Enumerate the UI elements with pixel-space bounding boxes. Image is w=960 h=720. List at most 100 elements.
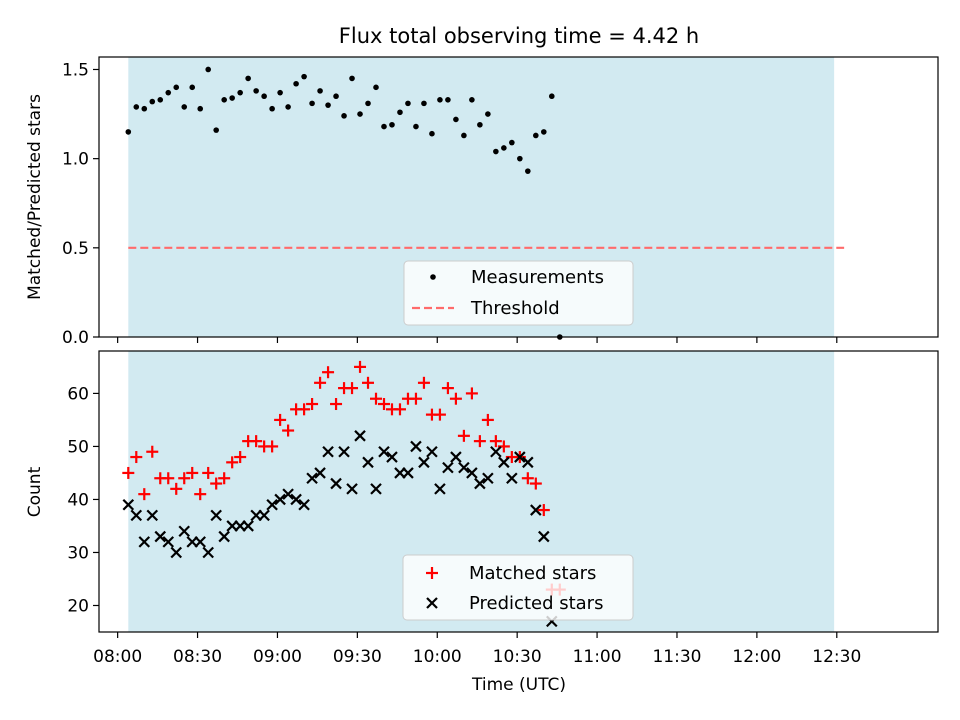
measurement-point xyxy=(205,66,212,73)
measurement-point xyxy=(405,100,411,107)
measurement-point xyxy=(141,105,148,112)
predicted-star-point xyxy=(298,498,310,511)
top-y-ticks: 0.0 0.5 1.0 1.5 xyxy=(62,60,99,348)
measurement-point xyxy=(541,129,547,135)
measurement-point xyxy=(413,123,419,130)
matched-star-point xyxy=(377,398,390,411)
x-tick-label: 11:00 xyxy=(573,647,622,667)
measurement-point xyxy=(197,105,204,112)
measurement-point xyxy=(517,155,523,162)
matched-star-point xyxy=(218,472,231,485)
matched-star-point xyxy=(393,403,406,416)
measurement-point xyxy=(333,93,339,100)
predicted-star-point xyxy=(218,530,230,543)
legend-predicted-marker xyxy=(426,597,438,609)
y-tick-label: 0.5 xyxy=(62,239,89,259)
predicted-star-point xyxy=(410,440,422,453)
matched-star-point xyxy=(473,435,486,448)
measurement-point xyxy=(341,113,347,119)
predicted-star-point xyxy=(258,509,270,522)
predicted-star-point xyxy=(370,483,382,495)
measurement-point xyxy=(397,109,403,116)
matched-star-point xyxy=(306,398,319,411)
top-panel: 0.0 0.5 1.0 1.5 Matched/Predicted stars Mea… xyxy=(25,56,939,348)
matched-star-point xyxy=(146,445,159,458)
measurement-point xyxy=(381,123,387,130)
predicted-star-point xyxy=(202,546,214,559)
y-tick-label: 40 xyxy=(67,490,89,510)
predicted-star-point xyxy=(506,472,518,485)
measurement-point xyxy=(269,105,275,112)
measurement-point xyxy=(357,111,363,117)
predicted-star-point xyxy=(194,536,206,548)
predicted-star-point xyxy=(290,493,302,506)
measurement-point xyxy=(317,88,323,94)
legend-measurements-label: Measurements xyxy=(471,267,604,288)
measurement-point xyxy=(301,73,307,80)
count-points xyxy=(122,360,566,628)
x-tick-label: 12:00 xyxy=(732,647,781,667)
legend-predicted-label: Predicted stars xyxy=(469,593,603,614)
measurement-point xyxy=(548,93,555,100)
predicted-star-point xyxy=(402,467,414,479)
matched-star-point xyxy=(449,392,462,405)
x-tick-label: 10:00 xyxy=(413,647,462,667)
x-tick-label: 11:30 xyxy=(652,647,701,667)
legend-measurements-marker xyxy=(430,274,436,280)
matched-star-point xyxy=(178,472,191,485)
measurement-point xyxy=(533,132,539,139)
measurement-point xyxy=(293,80,299,87)
measurement-point xyxy=(213,127,219,133)
top-axes-frame xyxy=(98,56,939,338)
measurement-point xyxy=(125,129,132,135)
matched-star-point xyxy=(330,398,343,411)
y-tick-label: 30 xyxy=(67,543,89,563)
y-tick-label: 1.5 xyxy=(62,60,89,80)
matched-star-point xyxy=(130,451,143,464)
predicted-star-point xyxy=(482,472,494,485)
bottom-panel: 20 30 40 50 60 08:00 08:30 09:00 09:30 10:00 10:3… xyxy=(25,350,939,695)
predicted-star-point xyxy=(146,509,159,522)
x-tick-label: 08:00 xyxy=(93,647,142,667)
matched-star-point xyxy=(354,360,367,373)
predicted-star-point xyxy=(122,498,135,511)
y-tick-label: 0.0 xyxy=(62,328,89,348)
bottom-y-axis-label: Count xyxy=(25,466,45,517)
y-tick-label: 1.0 xyxy=(62,150,89,170)
y-tick-label: 50 xyxy=(67,437,89,457)
measurement-point xyxy=(501,145,507,151)
measurement-point xyxy=(445,97,451,103)
measurement-point xyxy=(173,84,180,91)
x-tick-label: 09:30 xyxy=(333,647,382,667)
predicted-star-point xyxy=(426,445,438,458)
matched-star-point xyxy=(170,482,183,495)
predicted-star-point xyxy=(242,520,254,532)
predicted-star-point xyxy=(538,530,550,543)
x-tick-label: 12:30 xyxy=(812,647,861,667)
measurement-points xyxy=(125,66,563,340)
bottom-axes-frame xyxy=(98,350,939,633)
measurement-point xyxy=(429,130,435,137)
x-tick-label: 10:30 xyxy=(493,647,542,667)
measurement-point xyxy=(421,100,427,107)
matched-star-point xyxy=(162,472,175,485)
matched-star-point xyxy=(194,488,207,501)
measurement-point xyxy=(325,102,331,108)
predicted-star-point xyxy=(314,467,326,479)
predicted-star-point xyxy=(442,461,454,474)
matched-star-point xyxy=(417,376,430,389)
matched-star-point xyxy=(489,435,502,448)
bottom-x-ticks: 08:00 08:30 09:00 09:30 10:00 10:30 11:00 11:30… xyxy=(93,632,861,667)
predicted-star-point xyxy=(474,477,486,490)
matched-star-point xyxy=(234,451,247,464)
matched-star-point xyxy=(266,440,279,453)
matched-star-point xyxy=(362,376,375,389)
measurement-point xyxy=(157,97,164,103)
predicted-star-point xyxy=(130,509,143,522)
predicted-star-point xyxy=(354,430,366,442)
measurement-point xyxy=(453,116,459,123)
matched-star-point xyxy=(226,456,239,469)
measurement-point xyxy=(437,97,443,103)
top-x-ticks xyxy=(117,337,838,343)
